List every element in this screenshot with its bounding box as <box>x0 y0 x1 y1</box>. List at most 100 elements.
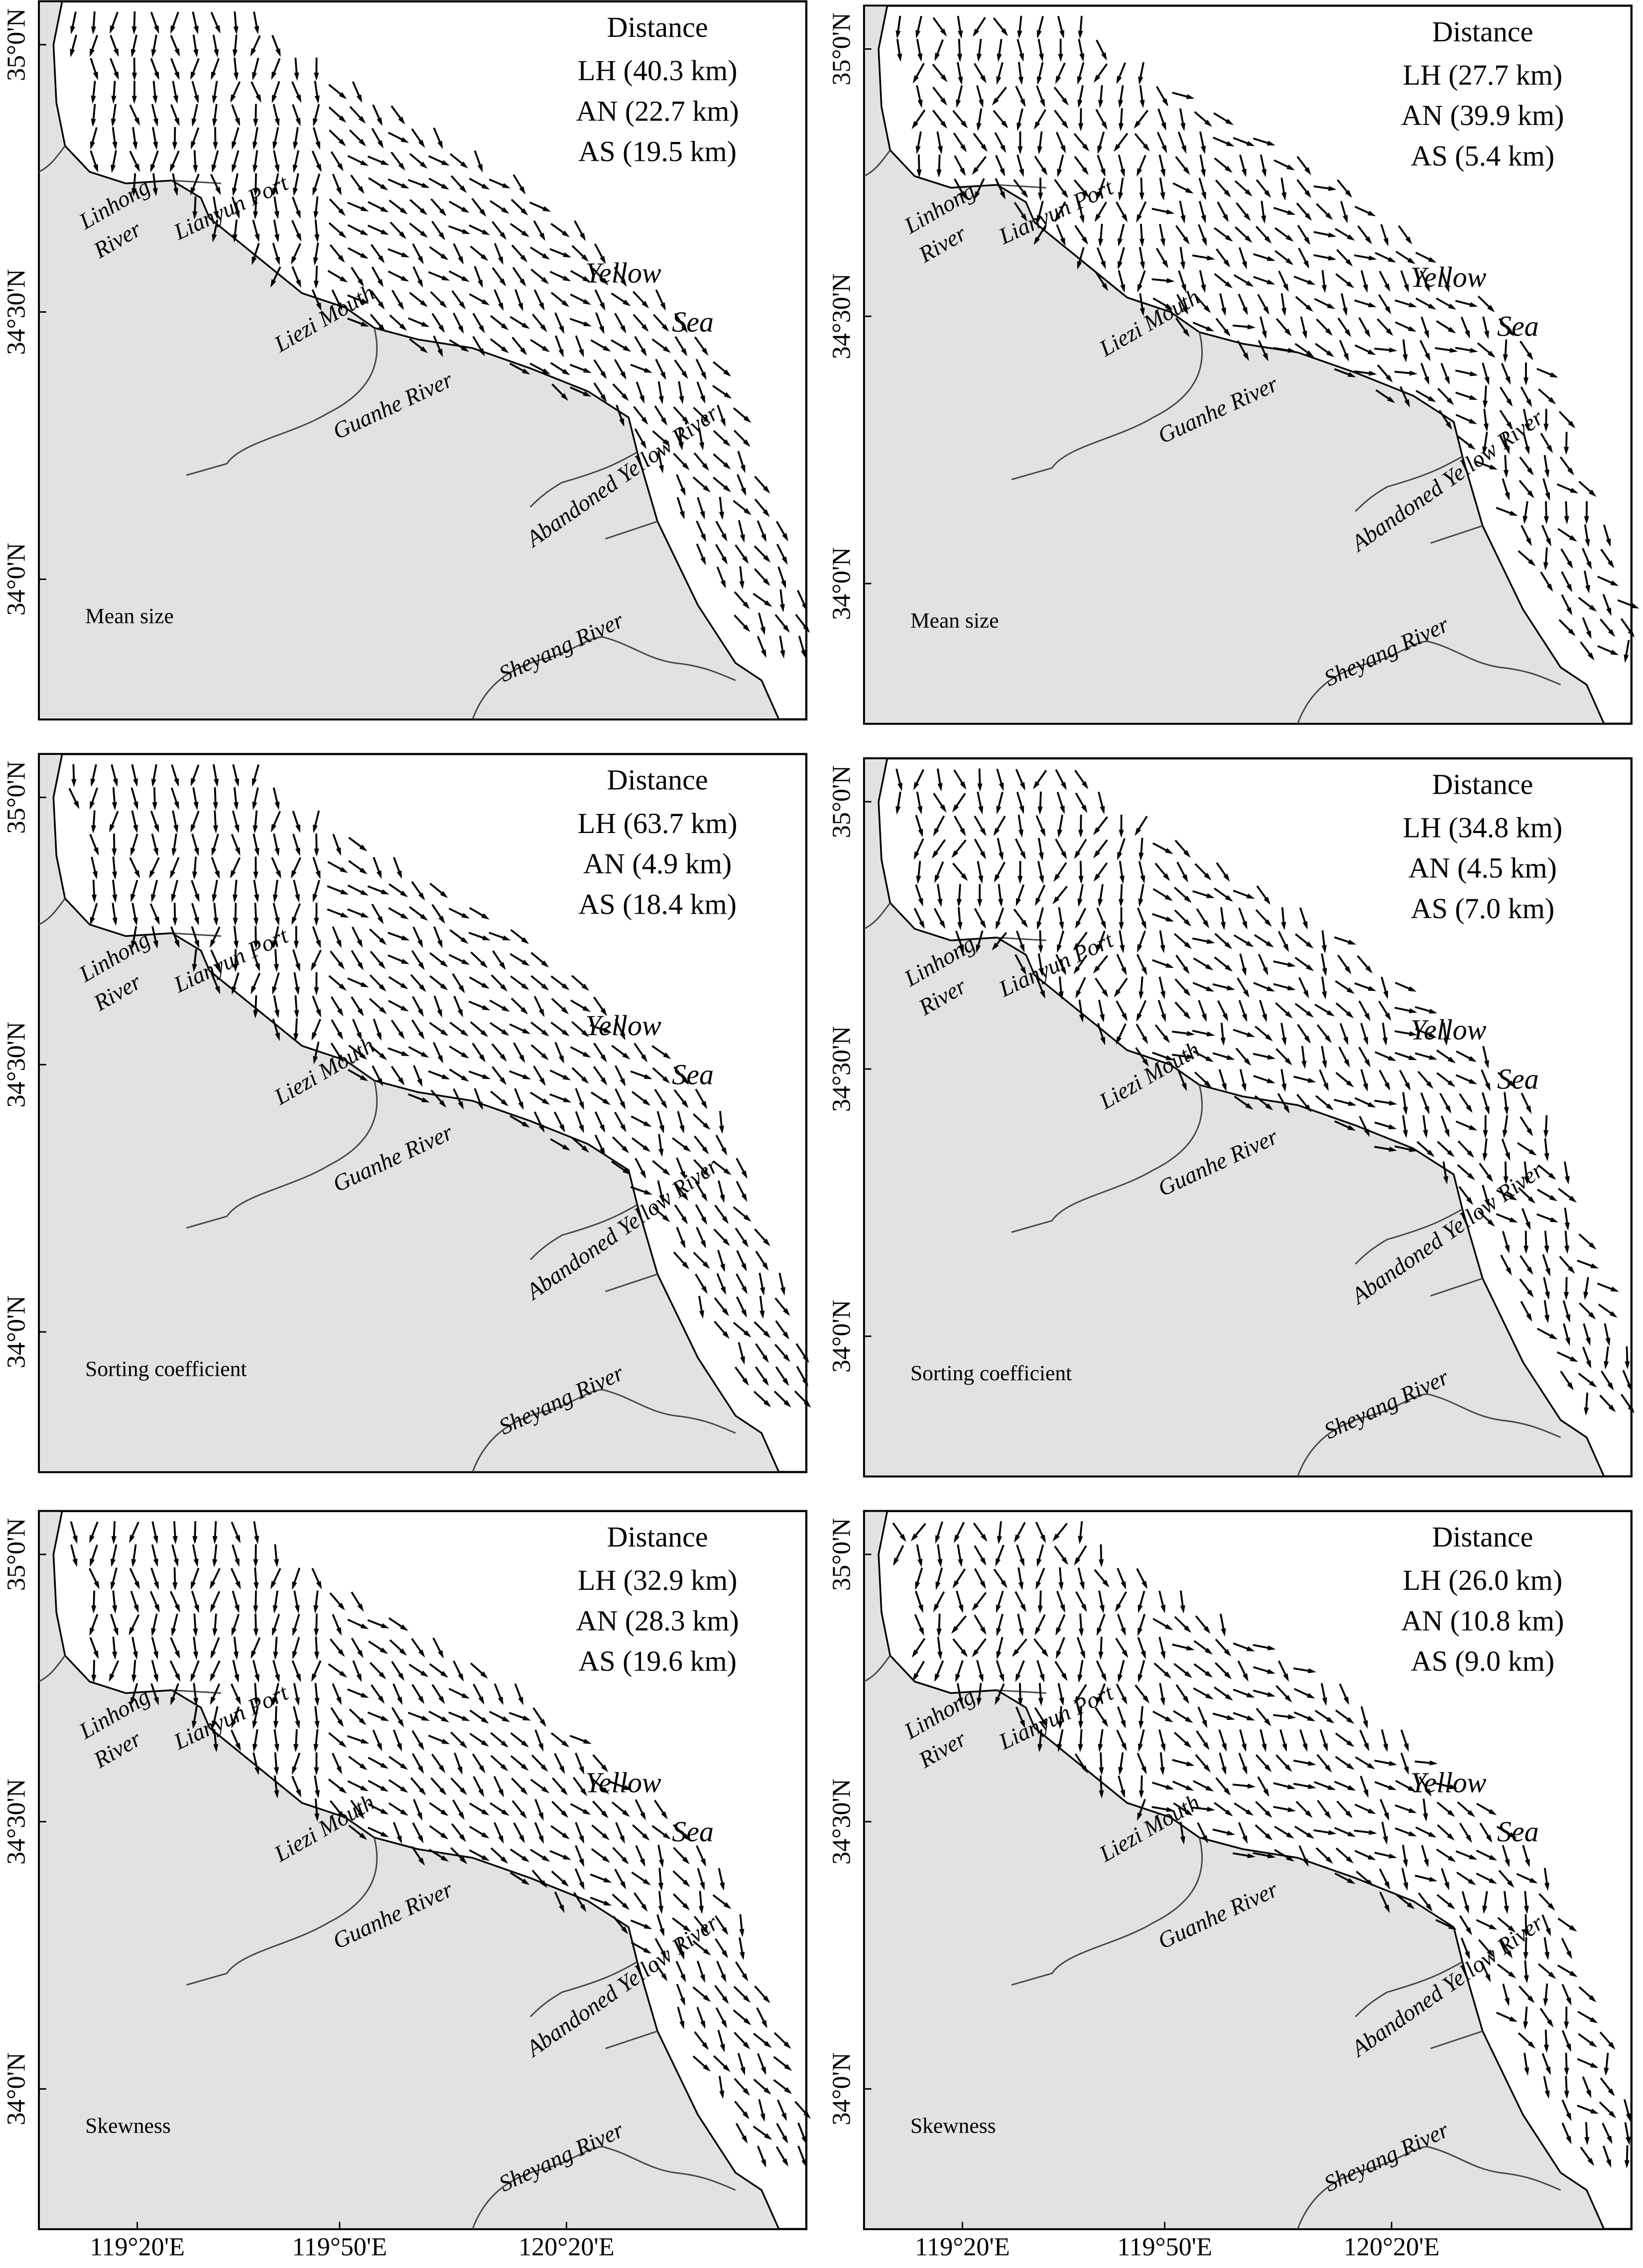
arrow-head <box>110 1581 116 1590</box>
arrow-head <box>956 899 962 907</box>
arrow-head <box>441 1716 450 1723</box>
arrow-head <box>977 783 983 792</box>
arrow-head <box>1058 1721 1063 1729</box>
arrow-head <box>1364 1743 1370 1752</box>
arrow-head <box>314 1790 320 1798</box>
arrow-head <box>541 253 550 260</box>
arrow-head <box>1160 1651 1165 1660</box>
arrow-head <box>311 1673 317 1682</box>
arrow-head <box>761 2020 767 2029</box>
arrow-head <box>1035 1581 1041 1590</box>
arrow-head <box>1284 1695 1292 1703</box>
arrow-head <box>1308 1668 1316 1673</box>
arrow-head <box>1160 169 1165 178</box>
arrow-head <box>681 348 688 357</box>
arrow-head <box>1247 324 1256 330</box>
arrow-head <box>457 1009 463 1018</box>
arrow-head <box>235 1535 241 1544</box>
arrow-head <box>1096 1627 1102 1636</box>
arrow-head <box>1138 991 1144 1000</box>
arrow-head <box>1244 1058 1252 1066</box>
arrow-head <box>210 1580 216 1589</box>
arrow-head <box>1565 1314 1570 1323</box>
arrow-head <box>1136 214 1142 223</box>
arrow-head <box>1447 1833 1455 1841</box>
arrow-head <box>190 71 196 80</box>
arrow-head <box>1363 1720 1368 1729</box>
arrow-head <box>538 1812 544 1821</box>
distance-value: AN (4.9 km) <box>583 847 732 880</box>
arrow-head <box>292 1628 297 1637</box>
arrow-head <box>802 1378 809 1387</box>
arrow-head <box>1161 1013 1166 1022</box>
arrow-head <box>357 1603 364 1612</box>
arrow-head <box>1057 944 1062 953</box>
arrow-head <box>441 275 450 281</box>
arrow-head <box>998 899 1004 907</box>
arrow-head <box>174 1650 180 1659</box>
arrow-head <box>337 1031 344 1040</box>
arrow-head <box>1098 898 1103 907</box>
arrow-head <box>1428 1032 1437 1038</box>
arrow-head <box>1589 604 1597 612</box>
arrow-head <box>1242 307 1248 316</box>
arrow-head <box>1606 538 1611 547</box>
parameter-label: Mean size <box>85 604 174 628</box>
arrow-head <box>1019 782 1025 791</box>
arrow-head <box>937 1558 943 1567</box>
arrow-head <box>1078 1721 1084 1729</box>
arrow-head <box>1286 164 1295 170</box>
arrow-head <box>642 1098 651 1106</box>
arrow-head <box>131 26 137 35</box>
arrow-head <box>1406 1902 1415 1910</box>
arrow-head <box>895 30 901 39</box>
arrow-head <box>173 95 178 104</box>
arrow-head <box>1000 191 1006 200</box>
arrow-head <box>599 326 605 335</box>
arrow-head <box>438 915 445 924</box>
arrow-head <box>1564 2067 1569 2076</box>
arrow-head <box>1182 1695 1189 1704</box>
arrow-head <box>583 391 592 397</box>
arrow-head <box>154 916 160 925</box>
arrow-head <box>336 940 342 949</box>
arrow-head <box>1061 120 1069 129</box>
arrow-head <box>1488 351 1496 358</box>
arrow-head <box>801 602 808 611</box>
arrow-head <box>273 963 279 972</box>
arrow-head <box>93 71 98 80</box>
arrow-head <box>134 117 140 126</box>
arrow-head <box>743 2088 750 2096</box>
arrow-head <box>1566 607 1572 615</box>
arrow-head <box>1242 261 1247 270</box>
arrow-head <box>702 1926 709 1934</box>
arrow-head <box>1523 377 1529 386</box>
arrow-head <box>917 806 923 815</box>
arrow-head <box>1287 1807 1296 1812</box>
arrow-head <box>1242 921 1248 930</box>
arrow-head <box>1306 1692 1315 1699</box>
arrow-head <box>739 1928 745 1937</box>
arrow-head <box>153 1674 158 1683</box>
arrow-head <box>274 1744 279 1753</box>
arrow-head <box>1404 1082 1411 1091</box>
arrow-head <box>420 1671 429 1677</box>
arrow-head <box>603 1900 612 1906</box>
place-name: Yellow <box>585 1009 661 1042</box>
arrow-head <box>917 1558 923 1567</box>
arrow-head <box>313 1605 319 1614</box>
arrow-head <box>996 921 1001 930</box>
arrow-head <box>662 1832 671 1840</box>
arrow-head <box>1077 898 1083 907</box>
arrow-head <box>174 48 180 57</box>
arrow-head <box>1058 54 1063 62</box>
arrow-head <box>420 231 428 238</box>
arrow-head <box>1141 1036 1148 1045</box>
arrow-head <box>1093 827 1100 836</box>
arrow-head <box>701 348 709 356</box>
arrow-head <box>952 804 959 813</box>
arrow-head <box>90 778 96 787</box>
arrow-head <box>1019 1558 1024 1567</box>
arrow-head <box>1079 215 1085 224</box>
